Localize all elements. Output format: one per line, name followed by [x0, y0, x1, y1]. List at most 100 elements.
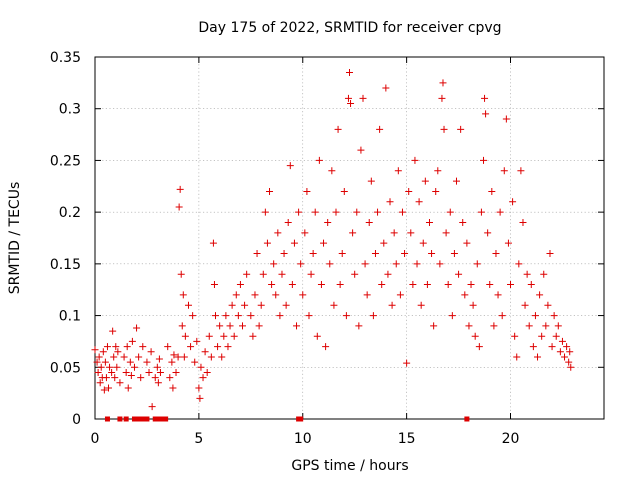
data-point-plus — [477, 208, 485, 216]
data-point-plus — [498, 312, 506, 320]
data-point-plus — [268, 281, 276, 289]
data-point-plus — [322, 343, 330, 351]
data-point-plus — [307, 270, 315, 278]
data-point-plus — [486, 281, 494, 289]
data-point-plus — [554, 322, 562, 330]
data-point-plus — [130, 363, 138, 371]
data-point-plus — [403, 359, 411, 367]
data-point-plus — [209, 239, 217, 247]
data-point-plus — [305, 312, 313, 320]
data-point-plus — [103, 343, 111, 351]
data-point-plus — [151, 374, 159, 382]
data-point-plus — [280, 250, 288, 258]
data-point-plus — [359, 94, 367, 102]
data-point-plus — [255, 322, 263, 330]
x-tick-label: 10 — [294, 431, 312, 447]
data-point-plus — [527, 281, 535, 289]
data-point-plus — [502, 115, 510, 123]
data-point-plus — [415, 198, 423, 206]
data-point-plus — [266, 187, 274, 195]
data-point-plus — [243, 270, 251, 278]
data-point-plus — [95, 353, 103, 361]
data-point-plus — [251, 291, 259, 299]
plot-frame — [94, 56, 605, 420]
data-point-plus — [135, 353, 143, 361]
y-tick-label: 0 — [72, 412, 81, 428]
data-point-plus — [179, 291, 187, 299]
data-point-plus — [517, 167, 525, 175]
data-point-plus — [123, 343, 131, 351]
data-point-plus — [552, 332, 560, 340]
data-point-plus — [457, 125, 465, 133]
y-tick-label: 0.2 — [59, 205, 81, 221]
data-point-plus — [446, 208, 454, 216]
y-tick-label: 0.25 — [50, 153, 81, 169]
data-point-plus — [558, 337, 566, 345]
zero-value-marker — [144, 416, 150, 422]
data-point-plus — [459, 218, 467, 226]
data-point-plus — [169, 384, 177, 392]
data-point-plus — [382, 84, 390, 92]
data-point-plus — [261, 208, 269, 216]
data-point-plus — [257, 301, 265, 309]
data-point-plus — [448, 312, 456, 320]
data-point-plus — [482, 110, 490, 118]
data-point-plus — [340, 187, 348, 195]
data-point-plus — [210, 281, 218, 289]
data-point-plus — [563, 343, 571, 351]
data-point-plus — [338, 250, 346, 258]
data-point-plus — [203, 368, 211, 376]
zero-value-marker — [464, 416, 470, 422]
data-point-plus — [187, 343, 195, 351]
data-point-plus — [311, 208, 319, 216]
data-point-plus — [540, 270, 548, 278]
data-point-plus — [475, 343, 483, 351]
y-axis-label: SRMTID / TECUs — [7, 182, 23, 295]
data-point-plus — [239, 322, 247, 330]
data-points — [91, 69, 575, 422]
data-point-plus — [276, 312, 284, 320]
data-point-plus — [278, 270, 286, 278]
data-point-plus — [112, 343, 120, 351]
data-point-plus — [303, 187, 311, 195]
data-point-plus — [272, 291, 280, 299]
data-point-plus — [218, 353, 226, 361]
chart-title: Day 175 of 2022, SRMTID for receiver cpv… — [198, 20, 501, 36]
data-point-plus — [550, 312, 558, 320]
data-point-plus — [334, 125, 342, 133]
data-point-plus — [181, 332, 189, 340]
data-point-plus — [494, 291, 502, 299]
data-point-plus — [428, 250, 436, 258]
data-point-plus — [471, 332, 479, 340]
zero-value-marker — [117, 416, 123, 422]
data-point-plus — [326, 260, 334, 268]
data-point-plus — [439, 79, 447, 87]
data-point-plus — [189, 312, 197, 320]
data-point-plus — [353, 208, 361, 216]
data-point-plus — [120, 353, 128, 361]
data-point-plus — [430, 322, 438, 330]
data-point-plus — [525, 322, 533, 330]
data-point-plus — [367, 177, 375, 185]
data-point-plus — [452, 177, 460, 185]
data-point-plus — [346, 69, 353, 77]
data-point-plus — [176, 185, 184, 193]
data-point-plus — [521, 301, 529, 309]
data-point-plus — [455, 270, 463, 278]
data-point-plus — [127, 372, 135, 380]
data-point-plus — [180, 353, 188, 361]
data-point-plus — [108, 368, 116, 376]
data-point-plus — [193, 337, 201, 345]
data-point-plus — [484, 229, 492, 237]
data-point-plus — [342, 312, 350, 320]
data-point-plus — [137, 374, 145, 382]
data-point-plus — [374, 208, 382, 216]
data-point-plus — [126, 358, 134, 366]
data-point-plus — [241, 301, 249, 309]
data-point-plus — [542, 322, 550, 330]
data-point-plus — [236, 281, 244, 289]
data-point-plus — [349, 229, 357, 237]
data-point-plus — [500, 167, 508, 175]
data-point-plus — [461, 291, 469, 299]
data-point-plus — [153, 363, 161, 371]
